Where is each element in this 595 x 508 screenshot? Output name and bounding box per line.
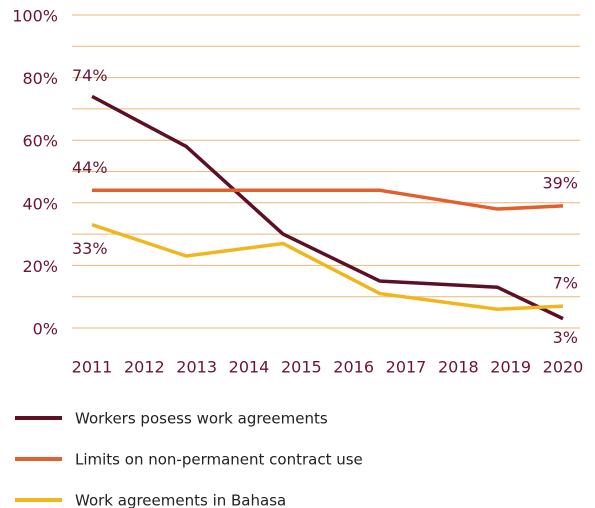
x-tick-label: 2015 <box>281 358 322 377</box>
y-tick-label: 20% <box>22 257 58 276</box>
series-line <box>92 188 564 211</box>
y-tick-label: 40% <box>22 194 58 213</box>
series-line <box>91 223 564 311</box>
data-label: 39% <box>542 173 578 192</box>
y-tick-label: 0% <box>33 320 58 339</box>
x-tick-label: 2011 <box>72 358 113 377</box>
x-tick-label: 2012 <box>124 358 165 377</box>
x-tick-label: 2018 <box>438 358 479 377</box>
legend-label: Workers posess work agreements <box>75 410 328 428</box>
data-label: 74% <box>72 66 108 85</box>
y-tick-label: 60% <box>22 132 58 151</box>
x-tick-label: 2017 <box>386 358 427 377</box>
series-line <box>91 94 564 321</box>
data-label: 44% <box>72 158 108 177</box>
x-tick-label: 2019 <box>490 358 531 377</box>
data-label: 33% <box>72 239 108 258</box>
x-tick-label: 2014 <box>229 358 270 377</box>
legend-label: Limits on non-permanent contract use <box>75 451 363 469</box>
legend-label: Work agreements in Bahasa <box>75 492 286 508</box>
data-label: 3% <box>553 328 578 347</box>
x-tick-label: 2013 <box>176 358 217 377</box>
y-tick-label: 100% <box>12 7 58 26</box>
data-label: 7% <box>553 274 578 293</box>
x-tick-label: 2020 <box>543 358 584 377</box>
y-tick-label: 80% <box>22 69 58 88</box>
x-tick-label: 2016 <box>333 358 374 377</box>
